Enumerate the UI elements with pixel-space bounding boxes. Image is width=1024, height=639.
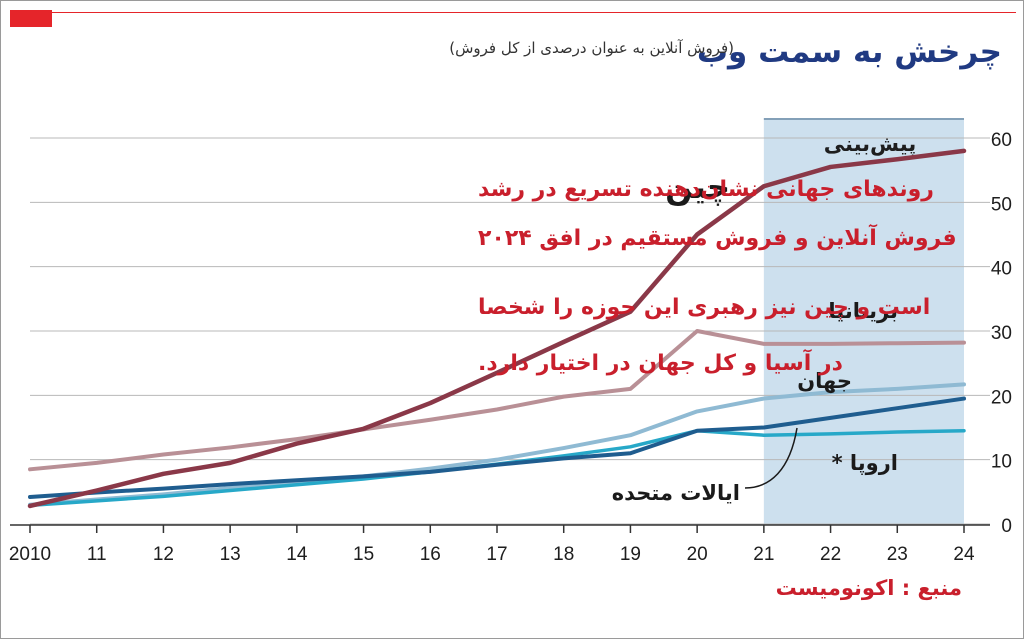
forecast-region <box>763 118 964 524</box>
brand-bar <box>10 10 52 27</box>
y-tick-label: 20 <box>991 387 1012 408</box>
annotation-line: است و چین نیز رهبری این حوزه را شخصا <box>478 295 930 320</box>
x-tick-label: 16 <box>420 544 441 565</box>
x-tick-label: 24 <box>953 544 975 565</box>
x-tick-label: 22 <box>820 544 841 565</box>
series-label-uk: بریتانیا <box>828 299 898 323</box>
x-tick-label: 14 <box>286 544 308 565</box>
annotation-line: روندهای جهانی نشان‌دهنده تسریع در رشد <box>478 177 934 202</box>
x-tick-label: 11 <box>87 544 107 565</box>
series-line <box>28 382 966 507</box>
top-rule <box>52 12 1016 13</box>
x-tick-label: 2010 <box>9 544 51 565</box>
x-tick-label: 17 <box>486 544 507 565</box>
y-tick-label: 30 <box>991 323 1012 344</box>
series-label-china: چین <box>665 168 730 206</box>
x-tick-label: 12 <box>153 544 174 565</box>
x-tick-label: 15 <box>353 544 374 565</box>
y-tick-label: 0 <box>1001 516 1012 537</box>
x-tick-label: 21 <box>753 544 774 565</box>
series-line <box>28 396 966 499</box>
y-tick-label: 50 <box>991 194 1012 215</box>
y-tick-label: 10 <box>991 452 1012 473</box>
y-tick-label: 40 <box>991 259 1012 280</box>
forecast-label: پیش‌بینی <box>824 132 916 156</box>
series-label-world: جهان <box>797 369 852 393</box>
annotation-line: فروش آنلاین و فروش مستقیم در افق ۲۰۲۴ <box>478 223 957 251</box>
series-label-europe: * اروپا <box>832 451 898 475</box>
us-label-leader <box>744 427 798 489</box>
series-line <box>28 329 966 472</box>
y-tick-label: 60 <box>991 130 1012 151</box>
series-line <box>27 148 967 509</box>
x-tick-label: 19 <box>620 544 641 565</box>
x-tick-label: 13 <box>220 544 241 565</box>
x-tick-label: 23 <box>887 544 908 565</box>
annotation-line: در آسیا و کل جهان در اختیار دارد. <box>478 348 843 376</box>
chart-title: چرخش به سمت وب <box>696 34 1002 70</box>
x-tick-label: 20 <box>687 544 708 565</box>
chart-subtitle: (فروش آنلاین به عنوان درصدی از کل فروش) <box>449 39 734 57</box>
series-label-us: ایالات متحده <box>612 481 740 505</box>
source-note: منبع : اکونومیست <box>775 576 962 600</box>
x-tick-label: 18 <box>553 544 574 565</box>
